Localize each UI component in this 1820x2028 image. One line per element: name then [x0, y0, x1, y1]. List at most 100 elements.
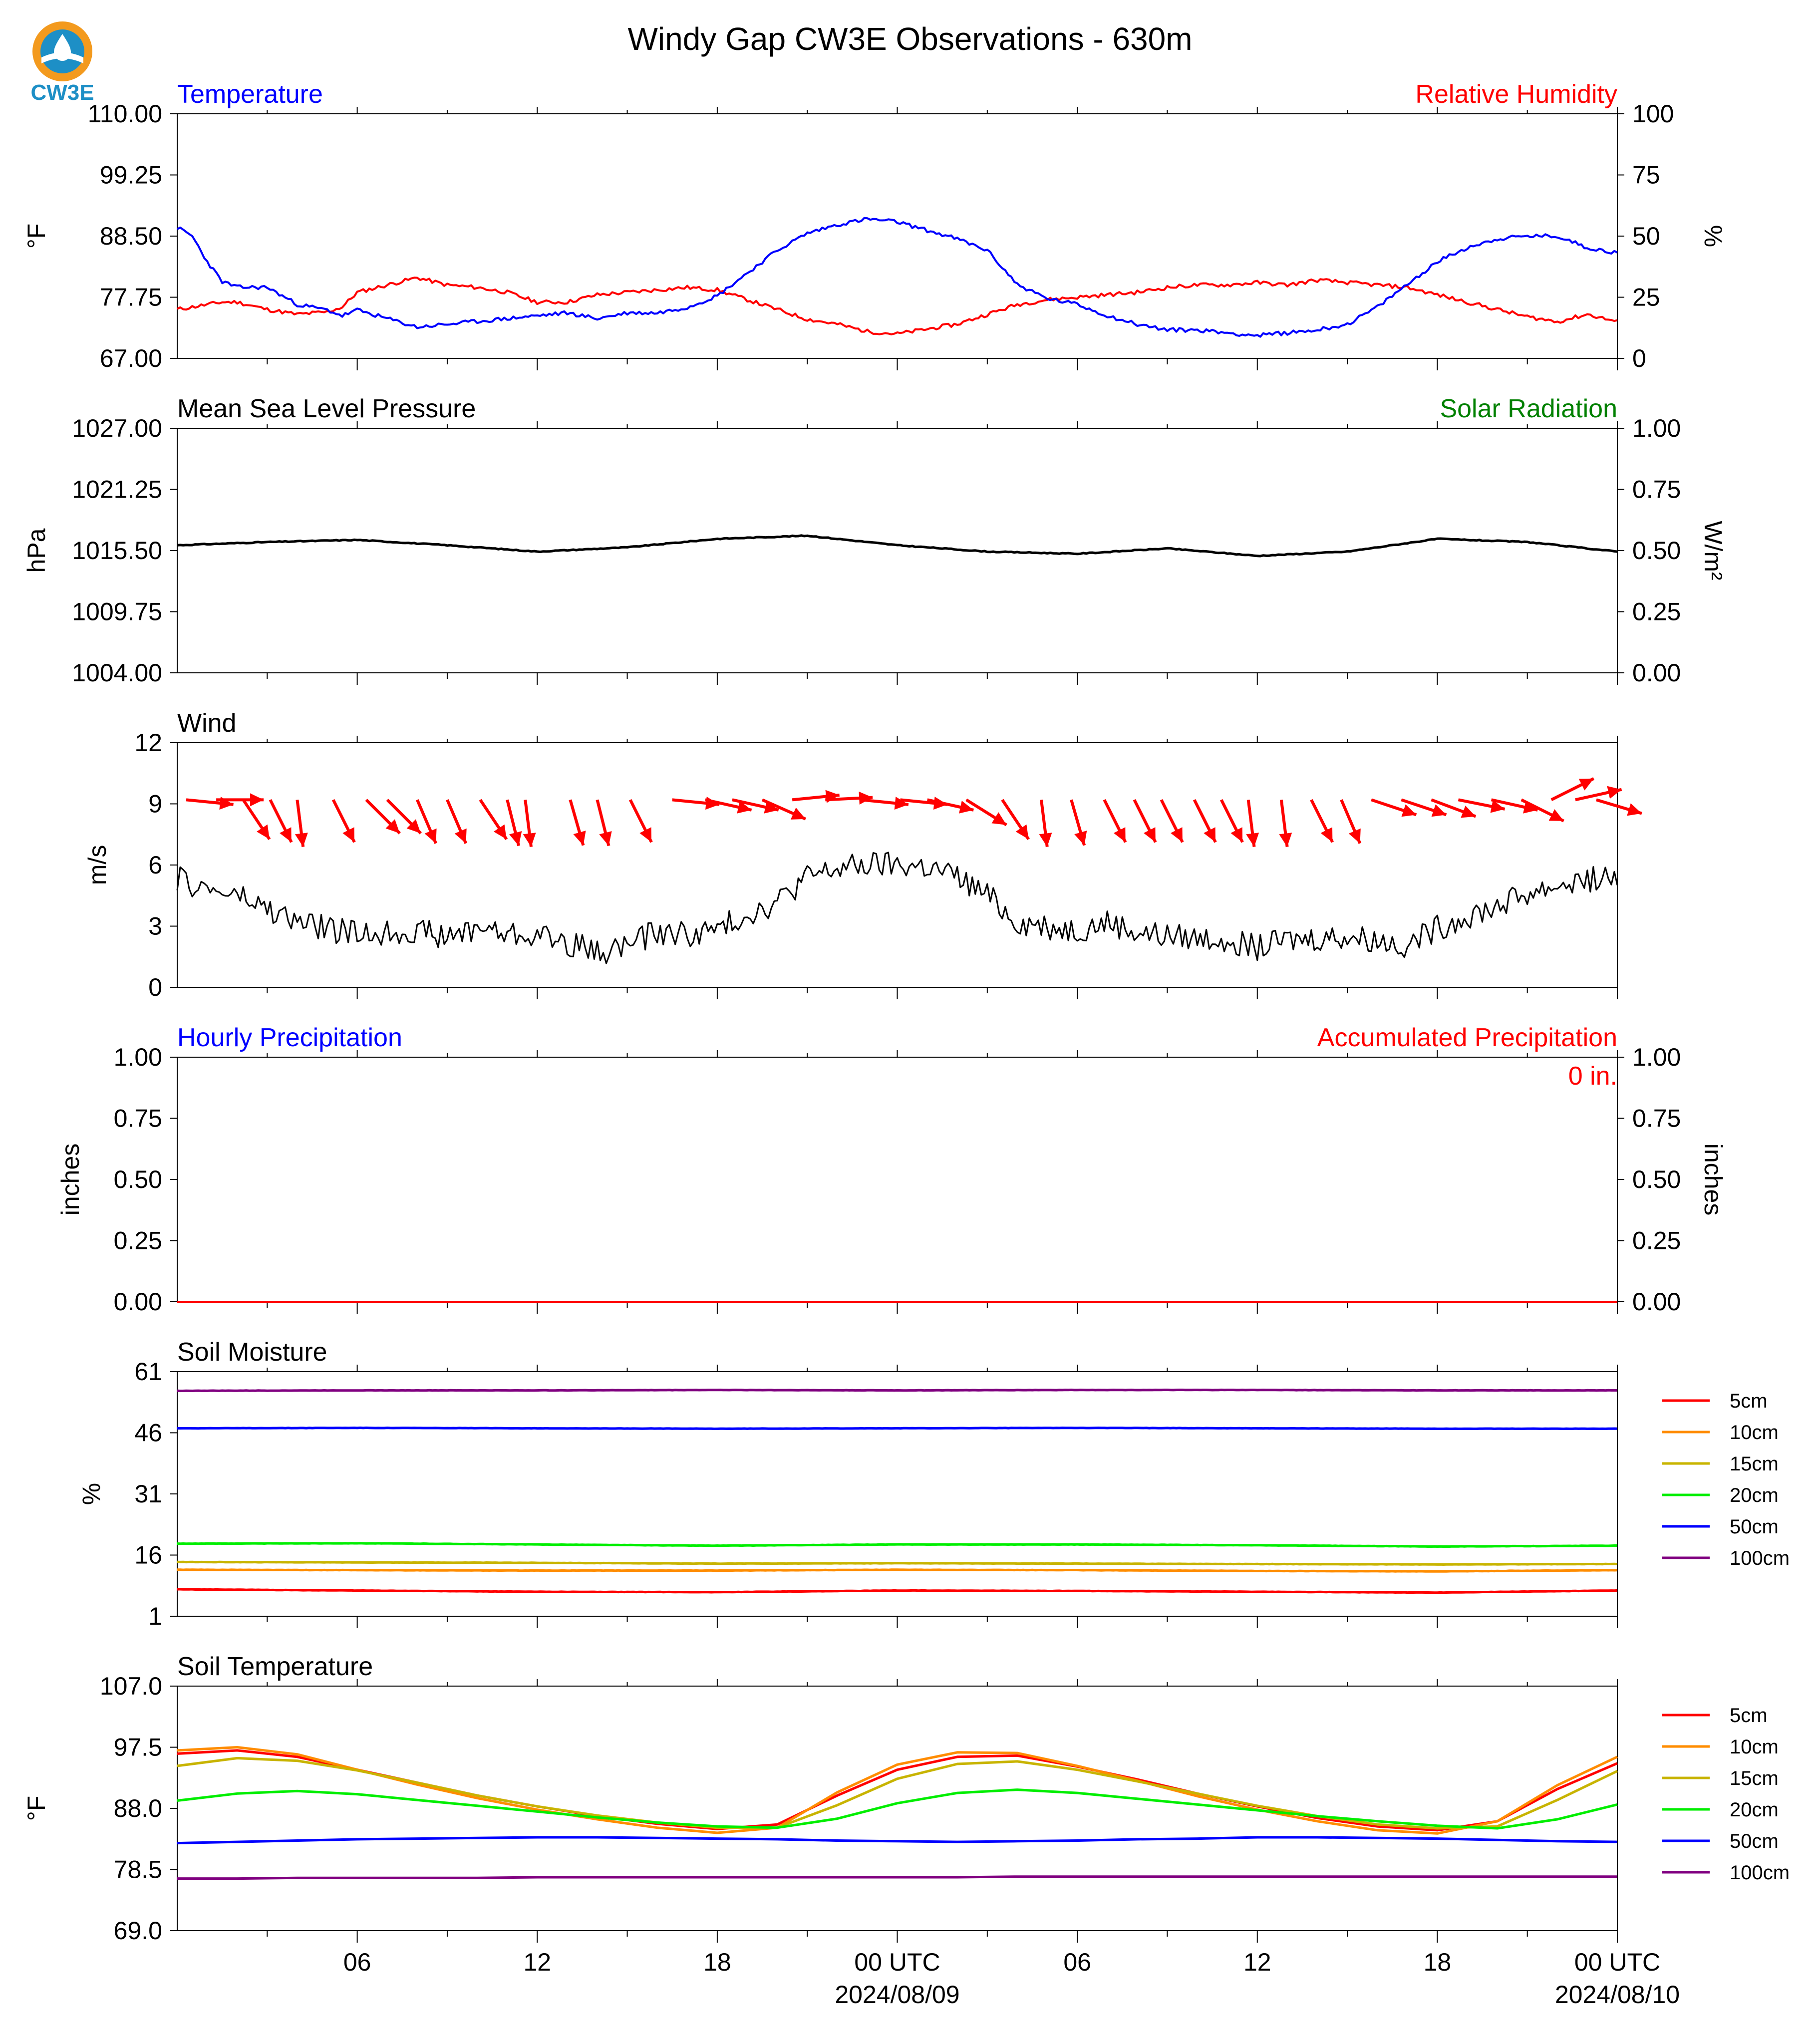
wind-vector-head: [385, 819, 400, 834]
panel-4: Soil Moisture 1 16 31 46 61% 5cm 10cm 15cm 20cm 50…: [77, 1338, 1790, 1630]
legend-label: 20cm: [1730, 1799, 1779, 1821]
y-axis-label: °F: [22, 1796, 50, 1821]
x-tick-label: 18: [1424, 1948, 1452, 1976]
legend-label: 10cm: [1730, 1422, 1779, 1444]
y-tick-label: 12: [134, 729, 162, 757]
series-line-15cm: [177, 1756, 1618, 1830]
wind-vector-head: [1230, 827, 1243, 843]
wind-speed-line: [176, 852, 1618, 964]
panel-3: Hourly Precipitation Accumulated Precipit…: [56, 1023, 1727, 1316]
y-tick-label: 6: [148, 851, 162, 879]
x-tick-label: 00 UTC: [854, 1948, 940, 1976]
wind-vector-head: [250, 793, 264, 807]
legend-label: 5cm: [1730, 1390, 1768, 1412]
plot-frame: [177, 113, 1618, 359]
wind-vector-head: [1627, 803, 1642, 816]
x-tick-label: 12: [1243, 1948, 1271, 1976]
wind-vector-head: [1204, 827, 1215, 843]
y-right-axis-label: W/m²: [1699, 521, 1727, 580]
wind-vector-head: [454, 828, 467, 844]
wind-vector-head: [295, 833, 308, 847]
y-right-tick-label: 0.25: [1632, 598, 1681, 626]
y-axis-label: °F: [22, 224, 50, 249]
wind-vector-head: [509, 831, 522, 846]
y-tick-label: 46: [134, 1419, 162, 1447]
y-tick-label: 67.00: [100, 344, 162, 372]
wind-vector-head: [406, 819, 421, 834]
wind-vector-head: [1461, 806, 1476, 818]
panel-title-left: Temperature: [177, 80, 323, 109]
legend-label: 50cm: [1730, 1830, 1779, 1852]
legend-label: 100cm: [1730, 1862, 1790, 1884]
panel-title-left: Hourly Precipitation: [177, 1023, 402, 1052]
wind-vector-head: [991, 812, 1007, 825]
legend-label: 10cm: [1730, 1736, 1779, 1758]
wind-vector-head: [1015, 824, 1029, 840]
y-right-tick-label: 0.50: [1632, 537, 1681, 565]
wind-vector-head: [1490, 800, 1505, 813]
x-tick-label: 06: [343, 1948, 371, 1976]
wind-vector-head: [342, 827, 354, 843]
x-tick-label: 12: [523, 1948, 551, 1976]
legend-label: 20cm: [1730, 1484, 1779, 1506]
panel-title-left: Wind: [177, 709, 236, 738]
y-tick-label: 16: [134, 1541, 162, 1569]
wind-vector-head: [1320, 827, 1333, 843]
wind-vector-head: [599, 831, 612, 846]
y-tick-label: 0.25: [114, 1227, 162, 1255]
y-tick-label: 1015.50: [72, 537, 162, 565]
y-tick-label: 9: [148, 790, 162, 818]
y-axis-label: inches: [56, 1144, 84, 1216]
y-tick-label: 1.00: [114, 1043, 162, 1071]
panel-title-right: Accumulated Precipitation: [1317, 1023, 1617, 1052]
y-right-tick-label: 50: [1632, 222, 1660, 250]
plot-frame: [177, 742, 1618, 988]
series-line-100cm: [177, 1875, 1617, 1880]
wind-vector-head: [1246, 833, 1259, 847]
series-line-20cm: [177, 1542, 1617, 1548]
series-line-5cm: [177, 1588, 1618, 1594]
legend-label: 15cm: [1730, 1453, 1779, 1475]
wind-vector-head: [1348, 828, 1361, 844]
series-line-15cm: [177, 1560, 1618, 1566]
legend-label: 15cm: [1730, 1767, 1779, 1789]
y-tick-label: 3: [148, 912, 162, 940]
y-tick-label: 0: [148, 973, 162, 1001]
series-line-100cm: [177, 1389, 1618, 1393]
y-right-tick-label: 75: [1632, 161, 1660, 189]
wind-vector-head: [280, 827, 292, 843]
y-right-tick-label: 0: [1632, 344, 1646, 372]
wind-vector-head: [1114, 827, 1126, 843]
y-axis-label: m/s: [83, 845, 111, 885]
plot-frame: [177, 1057, 1618, 1302]
x-tick-label: 00 UTC: [1574, 1948, 1660, 1976]
y-right-tick-label: 0.00: [1632, 659, 1681, 687]
legend-label: 5cm: [1730, 1705, 1768, 1727]
y-right-tick-label: 25: [1632, 284, 1660, 311]
y-right-tick-label: 0.75: [1632, 1105, 1681, 1133]
y-tick-label: 99.25: [100, 161, 162, 189]
wind-vector-head: [424, 828, 437, 844]
y-tick-label: 0.50: [114, 1165, 162, 1193]
panel-title-left: Soil Temperature: [177, 1652, 373, 1681]
wind-vector-head: [639, 827, 652, 843]
wind-vector-head: [859, 791, 873, 805]
y-tick-label: 1009.75: [72, 598, 162, 626]
y-tick-label: 61: [134, 1358, 162, 1386]
y-axis-label: hPa: [22, 528, 50, 573]
series-line-10cm: [177, 1746, 1618, 1835]
wind-vector-head: [737, 801, 752, 814]
panel-title-right: Relative Humidity: [1415, 80, 1617, 109]
y-right-tick-label: 0.00: [1632, 1288, 1681, 1316]
y-tick-label: 110.00: [88, 100, 162, 128]
panel-title-right: Solar Radiation: [1440, 394, 1617, 423]
x-tick-label: 18: [703, 1948, 731, 1976]
x-tick-label: 06: [1063, 1948, 1091, 1976]
y-tick-label: 1021.25: [72, 476, 162, 504]
y-right-axis-label: %: [1699, 225, 1727, 247]
y-tick-label: 78.5: [114, 1856, 162, 1884]
plot-frame: [177, 428, 1618, 673]
plot-frame: [177, 1686, 1618, 1931]
wind-vector-head: [1039, 833, 1052, 847]
